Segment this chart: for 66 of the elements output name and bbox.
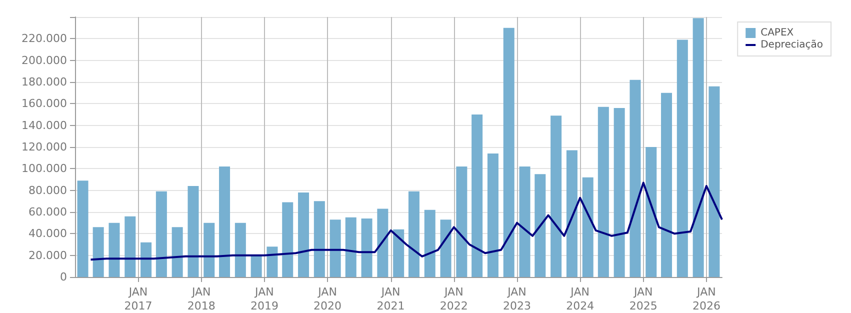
- x-tick-label: JAN 2022: [440, 286, 468, 312]
- bar: [77, 180, 88, 277]
- bar: [330, 220, 341, 277]
- x-tick-label: JAN 2019: [250, 286, 278, 312]
- bar: [519, 166, 530, 277]
- bar: [124, 216, 136, 277]
- bar: [108, 222, 120, 277]
- bar: [440, 220, 452, 277]
- y-tick-label: 200.000: [22, 54, 67, 67]
- bar: [503, 28, 514, 277]
- bar: [361, 218, 372, 277]
- x-tick-label: JAN 2023: [502, 286, 531, 312]
- bar: [188, 186, 199, 277]
- x-tick-label: JAN 2025: [629, 286, 658, 312]
- legend-label: Depreciação: [760, 40, 824, 50]
- y-tick-label: 100.000: [22, 162, 67, 176]
- bar: [456, 166, 468, 277]
- bar: [598, 106, 609, 277]
- bar: [661, 92, 672, 277]
- bar: [393, 229, 404, 277]
- y-tick-label: 80.000: [28, 184, 67, 197]
- y-tick-label: 40.000: [28, 227, 67, 240]
- x-tick-label: JAN 2017: [124, 286, 152, 312]
- y-tick-label: 140.000: [22, 118, 67, 132]
- y-tick-label: 160.000: [22, 97, 67, 110]
- y-tick-label: 180.000: [22, 76, 67, 88]
- bar: [534, 174, 546, 277]
- x-tick-label: JAN 2026: [692, 286, 720, 312]
- bar: [314, 201, 325, 277]
- bar: [614, 108, 625, 277]
- bar: [472, 114, 483, 277]
- bar: [219, 166, 230, 277]
- legend-label: CAPEX: [760, 28, 794, 38]
- x-tick-label: JAN 2021: [376, 286, 405, 312]
- bar: [377, 208, 388, 277]
- bar: [676, 40, 688, 277]
- bar: [298, 192, 310, 277]
- bar: [692, 18, 704, 277]
- bar: [140, 242, 152, 277]
- bar: [630, 80, 641, 277]
- bar: [250, 255, 262, 277]
- bar: [487, 154, 498, 277]
- bar: [92, 227, 104, 277]
- bar: [282, 202, 294, 277]
- bar: [646, 147, 657, 277]
- y-tick-label: 220.000: [22, 32, 67, 46]
- x-tick-label: JAN 2024: [566, 286, 594, 312]
- bar: [566, 150, 578, 277]
- bar: [408, 191, 420, 277]
- y-tick-label: 60.000: [28, 206, 67, 218]
- bar: [550, 116, 562, 277]
- y-tick-label: 20.000: [28, 248, 67, 262]
- bar: [424, 210, 436, 277]
- bar: [234, 222, 246, 277]
- bar: [708, 86, 720, 277]
- bar: [172, 227, 183, 277]
- bar: [266, 246, 278, 277]
- x-tick-label: JAN 2020: [314, 286, 342, 312]
- x-tick-label: JAN 2018: [187, 286, 216, 312]
- y-tick-label: 120.000: [22, 140, 67, 154]
- y-tick-label: 0: [60, 270, 67, 284]
- bar: [156, 191, 167, 277]
- line-series: [90, 182, 723, 261]
- bar: [204, 222, 215, 277]
- bar: [582, 177, 594, 277]
- bar: [345, 217, 356, 277]
